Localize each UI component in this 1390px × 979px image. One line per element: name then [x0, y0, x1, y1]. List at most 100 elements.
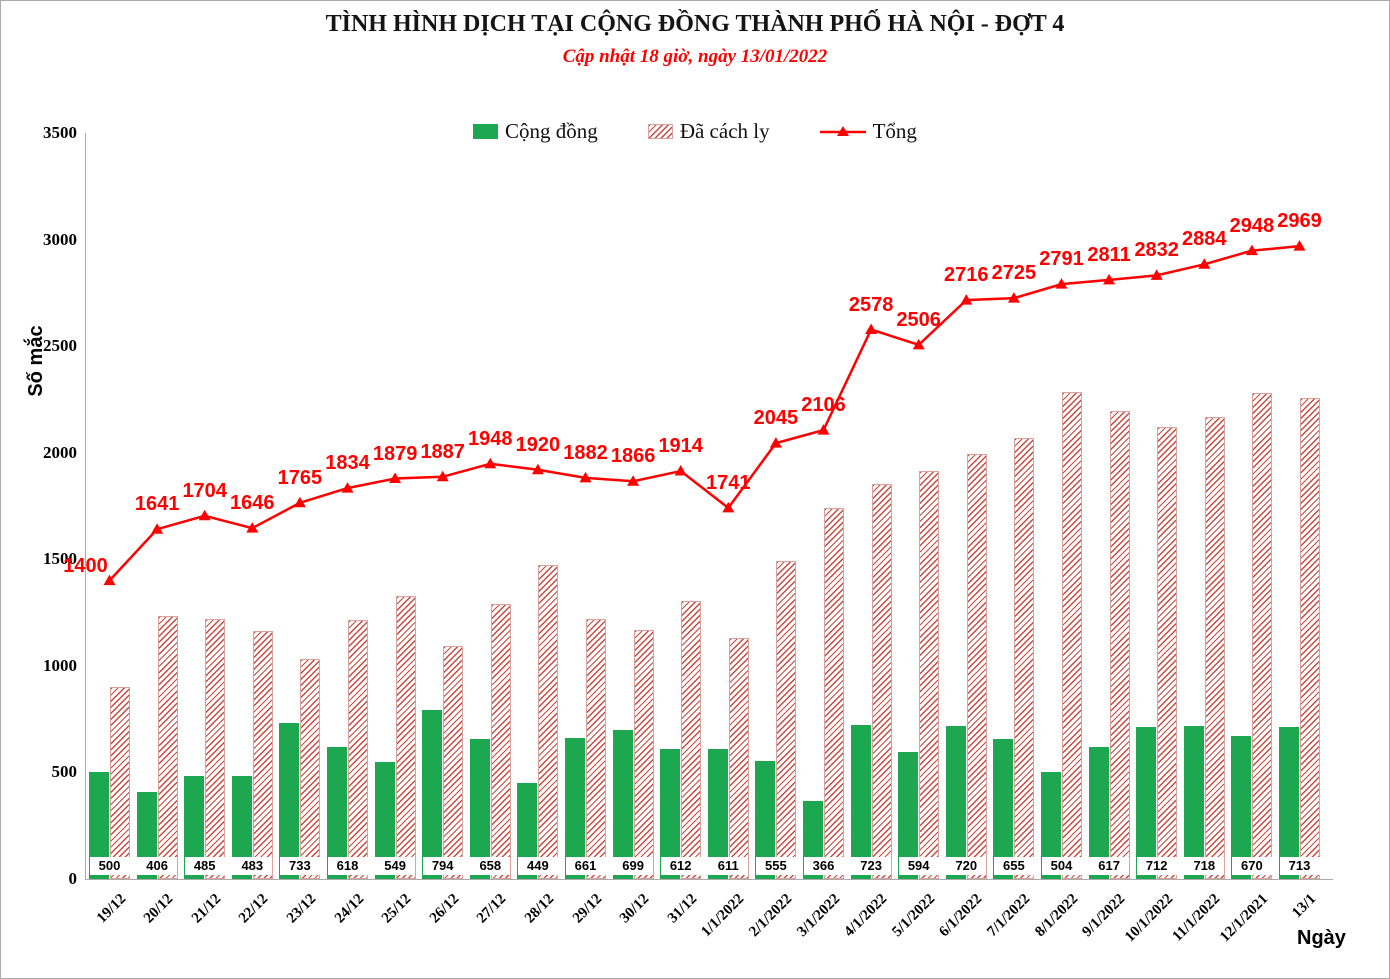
- total-line-marker: [1293, 240, 1306, 251]
- y-axis-tick-label: 3500: [43, 123, 77, 142]
- quarantined-bar: [443, 646, 464, 879]
- quarantined-bar: [538, 565, 559, 879]
- community-bar: [231, 776, 252, 879]
- community-bar: [945, 725, 966, 879]
- quarantined-bar: [681, 601, 702, 879]
- community-bar: [1279, 727, 1299, 879]
- quarantined-bar: [1252, 393, 1273, 879]
- community-bar: [755, 760, 776, 879]
- community-bar: [850, 724, 871, 879]
- legend-label: Cộng đồng: [505, 119, 598, 143]
- community-bar: [422, 709, 443, 879]
- community-bar: [1088, 747, 1109, 879]
- community-bar: [517, 783, 538, 879]
- quarantined-bar: [966, 453, 987, 879]
- chart-title: TÌNH HÌNH DỊCH TẠI CỘNG ĐỒNG THÀNH PHỐ H…: [325, 11, 1065, 37]
- community-bar: [469, 738, 490, 879]
- y-axis-title: Số mắc: [25, 325, 47, 397]
- total-line-marker: [912, 338, 925, 350]
- community-bar: [993, 739, 1014, 879]
- line-value-label: 2948: [1229, 214, 1275, 237]
- y-axis-tick-label: 1000: [43, 655, 77, 675]
- bar-value-label: 406: [137, 857, 178, 875]
- community-bar: [279, 722, 300, 879]
- quarantined-bar: [586, 618, 606, 879]
- line-marker-swatch-icon: [819, 125, 866, 136]
- bar-value-label: 699: [613, 857, 654, 875]
- community-bar: [327, 747, 347, 879]
- bar-value-label: 713: [1279, 857, 1320, 875]
- legend-item-cong-dong: Cộng đồng: [473, 119, 598, 144]
- y-axis-tick-label: 2000: [43, 442, 77, 462]
- legend-label: Đã cách ly: [679, 119, 770, 143]
- line-value-label: 1646: [230, 492, 275, 515]
- bar-value-label: 723: [851, 857, 892, 875]
- x-axis-line: [85, 879, 1333, 880]
- total-line-marker: [579, 471, 592, 483]
- bar-value-label: 555: [755, 857, 796, 875]
- community-bar: [1183, 725, 1204, 879]
- bar-value-label: 670: [1231, 857, 1272, 875]
- quarantined-bar: [919, 471, 940, 879]
- bar-value-label: 733: [279, 857, 320, 875]
- community-bar: [612, 730, 633, 879]
- line-value-label: 2884: [1182, 228, 1227, 251]
- total-line-marker: [1103, 273, 1116, 285]
- chart-subtitle: Cập nhật 18 giờ, ngày 13/01/2022: [562, 46, 828, 67]
- total-line-marker: [246, 522, 259, 533]
- quarantined-bar: [348, 619, 368, 879]
- total-line-marker: [151, 523, 164, 534]
- quarantined-bar: [157, 615, 178, 879]
- bar-value-label: 661: [565, 857, 606, 875]
- total-line-marker: [1007, 292, 1020, 303]
- community-bar: [184, 775, 205, 879]
- legend-label: Tổng: [872, 119, 917, 143]
- x-axis-title: Ngày: [1297, 927, 1346, 949]
- total-line-marker: [436, 470, 449, 482]
- quarantined-bar: [824, 508, 844, 879]
- bar-value-label: 658: [470, 857, 511, 875]
- bar-value-label: 794: [422, 857, 463, 875]
- hatched-bar-swatch-icon: [647, 124, 673, 139]
- community-bar: [1136, 727, 1157, 879]
- community-bar: [1231, 736, 1252, 879]
- y-axis-line: [85, 133, 86, 880]
- community-bar: [660, 748, 681, 879]
- legend-item-da-cach-ly: Đã cách ly: [647, 119, 770, 144]
- quarantined-bar: [395, 595, 416, 879]
- y-axis-tick-label: 3000: [43, 229, 77, 249]
- bar-value-label: 485: [184, 857, 225, 875]
- total-line-marker: [769, 437, 782, 448]
- community-bar: [898, 752, 919, 879]
- quarantined-bar: [871, 483, 892, 879]
- bar-value-label: 500: [89, 857, 130, 875]
- quarantined-bar: [205, 619, 226, 879]
- quarantined-bar: [1204, 417, 1225, 879]
- bar-value-label: 718: [1184, 857, 1225, 875]
- bar-value-label: 594: [898, 857, 939, 875]
- community-bar: [374, 761, 395, 879]
- community-bar: [89, 772, 109, 879]
- total-line-marker: [1150, 269, 1163, 280]
- quarantined-bar: [1109, 411, 1130, 879]
- quarantined-bar: [1300, 398, 1320, 879]
- bar-value-label: 712: [1136, 857, 1177, 875]
- y-axis-tick-label: 1500: [43, 549, 77, 569]
- bar-value-label: 366: [803, 857, 844, 875]
- bar-value-label: 449: [517, 857, 558, 875]
- bar-value-label: 611: [708, 857, 749, 875]
- quarantined-bar: [490, 604, 511, 879]
- line-value-label: 1914: [658, 435, 703, 458]
- community-bar: [565, 738, 585, 879]
- total-line-marker: [722, 501, 735, 513]
- quarantined-bar: [1062, 391, 1082, 879]
- quarantined-bar: [633, 630, 654, 879]
- quarantined-bar: [110, 687, 130, 879]
- legend: Cộng đồng Đã cách ly Tổng: [1, 119, 1389, 144]
- legend-item-tong: Tổng: [819, 119, 917, 144]
- line-value-label: 2969: [1277, 210, 1322, 233]
- bar-value-label: 483: [232, 857, 273, 875]
- bar-value-label: 504: [1041, 857, 1082, 875]
- line-value-label: 1400: [63, 554, 108, 577]
